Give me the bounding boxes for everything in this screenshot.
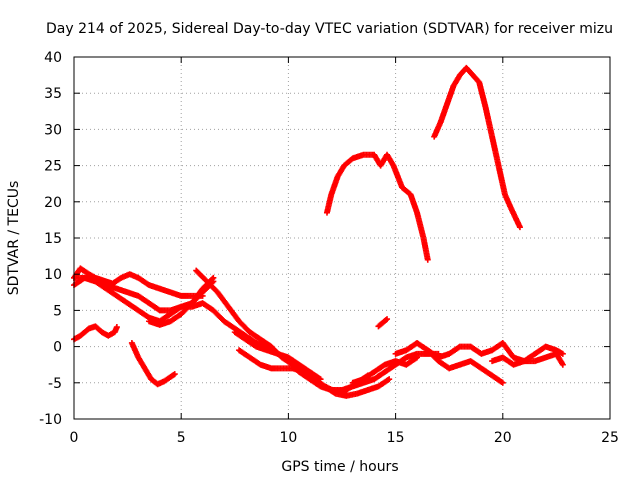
series-arc-16 [349,354,421,386]
y-tick-label: 25 [44,159,62,175]
data-point [499,379,506,386]
series-arc-10 [375,316,391,330]
y-tick-label: 10 [44,267,62,283]
y-tick-label: -5 [48,376,62,392]
data-layer [71,64,566,399]
series-arc-4 [71,323,120,343]
x-tick-label: 20 [494,430,512,446]
data-point [113,324,120,331]
data-marker [316,375,323,382]
data-point [199,292,206,299]
y-axis-label: SDTVAR / TECUs [6,181,22,296]
tick-layer: 0 5 10 15 20 25 -10 -5 0 5 10 15 20 25 30 35 40 [39,50,619,446]
x-tick-label: 5 [177,430,186,446]
y-tick-label: 15 [44,231,62,247]
series-arc-11 [323,151,431,263]
grid-layer [74,57,610,419]
data-point [516,224,523,231]
y-tick-label: 20 [44,195,62,211]
chart-title: Day 214 of 2025, Sidereal Day-to-day VTE… [46,21,613,37]
data-point [317,376,324,383]
y-tick-label: 40 [44,50,62,66]
series-arc-6 [146,274,217,328]
x-tick-label: 25 [601,430,619,446]
y-tick-label: -10 [39,412,62,428]
data-point [171,371,178,378]
data-marker [382,316,389,323]
x-tick-label: 10 [279,430,297,446]
y-tick-label: 5 [53,303,62,319]
data-marker [412,355,419,362]
data-marker [209,275,216,282]
data-point [559,350,566,357]
data-marker [498,378,505,385]
x-axis-label: GPS time / hours [281,459,398,475]
series-arc-12 [431,64,523,231]
series-arc-5 [128,339,178,388]
data-point [414,354,421,361]
y-tick-label: 30 [44,122,62,138]
series-arc-14 [424,339,566,365]
series-arc-9 [231,329,324,383]
data-point [424,256,431,263]
series-arc-15 [489,350,566,368]
data-point [386,376,393,383]
x-tick-label: 0 [70,430,79,446]
y-tick-label: 0 [53,340,62,356]
series-arc-13 [392,339,506,386]
data-point [559,361,566,368]
data-marker [384,376,391,383]
x-tick-label: 15 [387,430,405,446]
y-tick-label: 35 [44,86,62,102]
data-point [210,274,217,281]
data-point [384,316,391,323]
